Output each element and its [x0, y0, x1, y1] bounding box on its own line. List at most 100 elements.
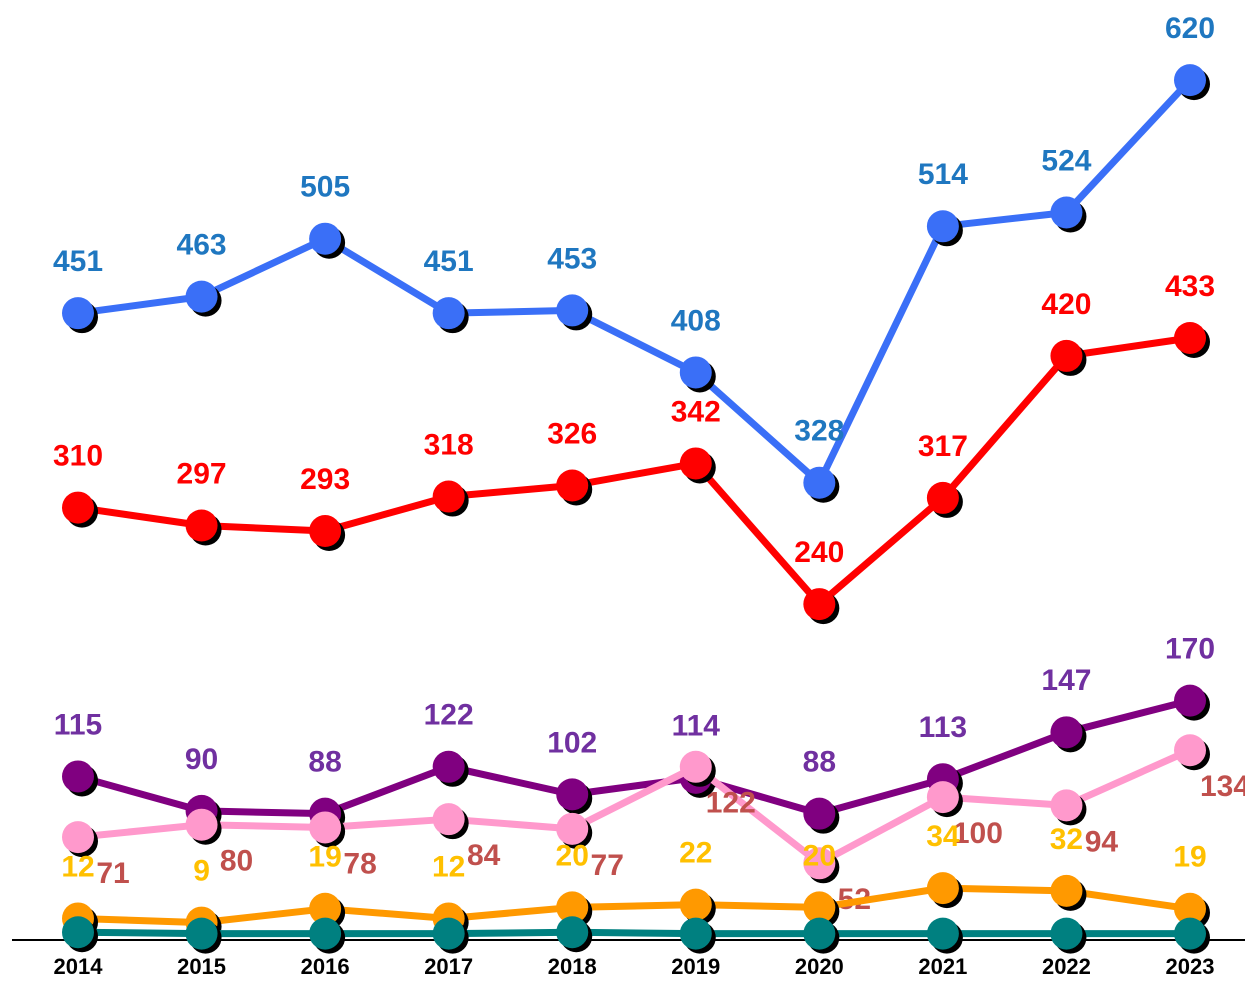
- value-label: 514: [918, 158, 968, 191]
- value-label: 310: [53, 439, 103, 472]
- series-line: [77, 697, 1191, 818]
- value-label: 102: [547, 726, 597, 759]
- value-label: 451: [53, 245, 103, 278]
- marker: [803, 797, 836, 830]
- value-label: 20: [803, 839, 836, 872]
- value-label: 342: [671, 395, 721, 428]
- marker: [803, 891, 836, 924]
- x-tick-label: 2022: [1042, 954, 1091, 979]
- x-tick-label: 2020: [795, 954, 844, 979]
- value-label: 170: [1165, 633, 1215, 666]
- marker: [679, 356, 712, 389]
- marker: [1174, 684, 1206, 717]
- marker: [309, 222, 342, 255]
- marker: [803, 847, 836, 880]
- value-label: 94: [1085, 825, 1119, 858]
- x-tick-label: 2023: [1166, 954, 1215, 979]
- marker: [309, 515, 342, 548]
- marker: [926, 210, 959, 243]
- value-label: 20: [556, 839, 589, 872]
- marker: [926, 917, 959, 950]
- series: [62, 916, 1210, 954]
- value-label: 115: [54, 708, 102, 741]
- value-label: 71: [96, 857, 129, 890]
- value-label: 326: [547, 417, 597, 450]
- marker: [1050, 917, 1083, 950]
- marker: [1050, 874, 1083, 907]
- value-label: 433: [1165, 270, 1215, 303]
- marker: [62, 491, 94, 524]
- value-label: 114: [672, 710, 721, 743]
- marker: [1050, 339, 1083, 372]
- value-label: 9: [193, 855, 210, 888]
- series: 451 463 505 451 453 408 328 514 524 620: [53, 12, 1215, 503]
- marker: [1050, 789, 1083, 822]
- value-label: 19: [1173, 841, 1206, 874]
- series: 115 90 88 122 102 114 88 113 147 170: [54, 633, 1215, 834]
- value-label: 19: [308, 841, 341, 874]
- x-tick-label: 2018: [548, 954, 597, 979]
- value-label: 420: [1041, 288, 1091, 321]
- marker: [185, 808, 218, 841]
- marker: [432, 803, 465, 836]
- value-label: 122: [706, 787, 756, 820]
- x-tick-label: 2019: [671, 954, 720, 979]
- x-tick-label: 2015: [177, 954, 226, 979]
- marker: [556, 916, 589, 949]
- value-label: 134: [1200, 770, 1245, 803]
- marker: [1174, 734, 1206, 767]
- value-label: 122: [424, 699, 474, 732]
- value-label: 77: [591, 849, 624, 882]
- value-label: 240: [794, 536, 844, 569]
- marker: [432, 917, 465, 950]
- marker: [679, 447, 712, 480]
- marker: [432, 480, 465, 513]
- marker: [679, 750, 712, 783]
- marker: [62, 821, 94, 854]
- marker: [185, 280, 218, 313]
- value-label: 408: [671, 304, 721, 337]
- series-line: [77, 77, 1193, 487]
- marker: [926, 781, 959, 814]
- marker: [1174, 64, 1206, 97]
- marker: [1174, 321, 1206, 354]
- marker: [432, 297, 465, 330]
- marker: [1174, 892, 1206, 925]
- series-line: [77, 928, 1190, 938]
- marker: [309, 892, 342, 925]
- marker: [803, 917, 836, 950]
- series: 12 9 19 12 20 22 20 34 32 19: [61, 820, 1210, 943]
- value-label: 453: [547, 242, 597, 275]
- marker: [926, 481, 959, 514]
- value-label: 524: [1041, 144, 1091, 177]
- value-label: 293: [300, 463, 350, 496]
- series-line: [77, 747, 1192, 867]
- marker: [556, 778, 589, 811]
- marker: [62, 916, 94, 949]
- marker: [1050, 196, 1083, 229]
- value-label: 451: [424, 245, 474, 278]
- value-label: 22: [679, 837, 712, 870]
- marker: [62, 760, 94, 793]
- value-label: 12: [432, 850, 465, 883]
- value-label: 620: [1165, 12, 1215, 45]
- x-tick-label: 2016: [301, 954, 350, 979]
- series-line: [77, 884, 1191, 927]
- value-label: 32: [1050, 823, 1083, 856]
- value-label: 100: [953, 817, 1003, 850]
- value-label: 34: [926, 820, 960, 853]
- x-tick-label: 2021: [918, 954, 967, 979]
- marker: [309, 917, 342, 950]
- value-label: 88: [308, 746, 341, 779]
- marker: [1050, 716, 1083, 749]
- x-tick-label: 2017: [424, 954, 473, 979]
- value-label: 84: [467, 839, 501, 872]
- value-label: 78: [343, 847, 376, 880]
- value-label: 318: [424, 428, 474, 461]
- marker: [803, 466, 836, 499]
- marker: [679, 888, 712, 921]
- marker: [556, 812, 589, 845]
